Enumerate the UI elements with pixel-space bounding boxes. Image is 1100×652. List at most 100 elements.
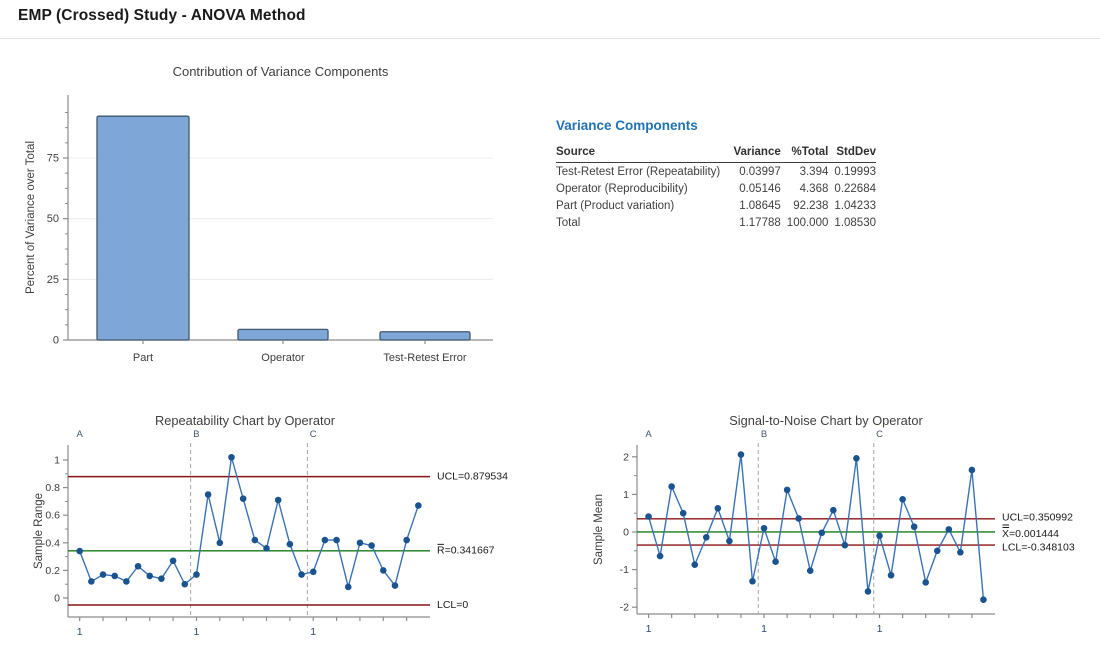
table-row: Part (Product variation) 1.08645 92.238 1.0…	[556, 197, 876, 214]
data-point	[910, 523, 918, 531]
data-point	[702, 533, 710, 541]
data-point	[99, 571, 107, 578]
signal-to-noise-chart: Signal-to-Noise Chart by Operator Sample …	[593, 413, 1075, 635]
variance-components-heading: Variance Components	[556, 118, 698, 133]
data-point	[169, 557, 177, 565]
category-label: Operator	[261, 352, 305, 364]
operator-label-c: C	[876, 429, 883, 440]
cell-value: 1.17788	[739, 216, 781, 229]
chart-title: Repeatability Chart by Operator	[155, 413, 336, 428]
contribution-of-variance-chart: Contribution of Variance Components Perce…	[25, 64, 493, 364]
data-point	[876, 532, 883, 540]
data-point	[274, 496, 282, 504]
data-point	[668, 483, 675, 490]
column-header-variance: Variance	[730, 144, 781, 163]
svg-text:0.2: 0.2	[45, 565, 60, 577]
cell-value: 100.000	[786, 216, 829, 229]
y-axis-label: Sample Range	[33, 493, 45, 569]
chart-title: Signal-to-Noise Chart by Operator	[729, 413, 923, 428]
category-label: Part	[133, 352, 153, 364]
data-point	[968, 466, 976, 474]
table-row: Test-Retest Error (Repeatability) 0.03997…	[556, 163, 876, 181]
column-header-stddev: StdDev	[828, 144, 876, 163]
variance-components-section: Variance Components Source Variance %Tot…	[556, 118, 896, 231]
data-point	[818, 529, 826, 537]
operator-label-a: A	[77, 429, 84, 440]
ucl-label: UCL=0.879534	[437, 470, 508, 482]
data-point	[344, 583, 352, 591]
data-point	[321, 536, 329, 544]
data-point	[899, 495, 906, 503]
data-point	[645, 513, 652, 520]
data-point	[795, 515, 802, 522]
data-point	[333, 536, 340, 544]
cell-source: Operator (Reproducibility)	[556, 182, 688, 195]
bar-test-retest-error	[379, 331, 471, 341]
data-point	[216, 539, 224, 547]
data-point	[239, 495, 247, 502]
data-point	[772, 558, 779, 566]
bar-operator	[237, 328, 329, 341]
repeatability-chart: Repeatability Chart by Operator Sample Ra…	[33, 413, 508, 638]
table-header-row: Source Variance %Total StdDev	[556, 144, 876, 163]
data-point	[841, 541, 849, 549]
data-point	[922, 579, 930, 586]
center-label: X=0.001444	[1002, 528, 1059, 540]
data-point	[691, 561, 699, 569]
x-tick-label: 1	[194, 626, 200, 638]
data-point	[134, 562, 142, 570]
cell-source: Part (Product variation)	[556, 199, 675, 212]
data-point	[656, 552, 664, 560]
data-point	[391, 582, 399, 589]
cell-value: 1.08645	[739, 199, 781, 212]
cell-value: 0.19993	[834, 165, 876, 178]
svg-text:1: 1	[54, 455, 60, 467]
data-point	[749, 577, 756, 585]
x-tick-label: 1	[77, 626, 83, 638]
variance-components-table: Source Variance %Total StdDev Test-Retes…	[556, 144, 876, 231]
lcl-label: LCL=-0.348103	[1002, 541, 1075, 553]
data-point	[714, 505, 722, 512]
data-point	[933, 547, 941, 555]
svg-text:-2: -2	[620, 602, 629, 614]
svg-text:1: 1	[623, 489, 629, 501]
data-point	[228, 453, 235, 461]
data-point	[88, 578, 95, 585]
svg-text:2: 2	[623, 451, 629, 463]
cell-value: 1.08530	[834, 216, 876, 229]
data-point	[146, 572, 154, 580]
data-point	[298, 571, 305, 578]
data-point	[887, 571, 895, 579]
center-label: R=0.341667	[437, 545, 495, 557]
svg-text:75: 75	[47, 152, 59, 164]
cell-value: 1.04233	[834, 199, 876, 212]
svg-text:-1: -1	[620, 564, 629, 576]
data-point	[111, 572, 119, 580]
data-point	[76, 547, 83, 555]
table-row: Total 1.17788 100.000 1.08530	[556, 214, 876, 231]
svg-text:25: 25	[47, 274, 59, 286]
data-point	[957, 549, 964, 556]
data-point	[286, 540, 294, 548]
data-point	[830, 506, 837, 514]
x-tick-label: 1	[310, 626, 316, 638]
data-point	[783, 486, 791, 494]
svg-text:0.4: 0.4	[45, 537, 60, 549]
ucl-label: UCL=0.350992	[1002, 511, 1073, 523]
svg-text:0: 0	[54, 593, 60, 605]
cell-value: 92.238	[793, 199, 829, 212]
data-point	[379, 567, 387, 574]
data-point	[403, 536, 410, 544]
data-point	[193, 571, 200, 578]
data-point	[806, 567, 814, 575]
data-point	[760, 524, 768, 532]
data-point	[158, 575, 165, 582]
data-point	[181, 580, 189, 588]
data-point	[864, 588, 872, 595]
svg-text:0.8: 0.8	[45, 482, 60, 494]
x-tick-label: 1	[646, 623, 652, 635]
cell-source: Test-Retest Error (Repeatability)	[556, 165, 721, 178]
svg-text:0: 0	[53, 335, 59, 347]
data-point	[980, 596, 987, 603]
data-point	[679, 509, 687, 517]
